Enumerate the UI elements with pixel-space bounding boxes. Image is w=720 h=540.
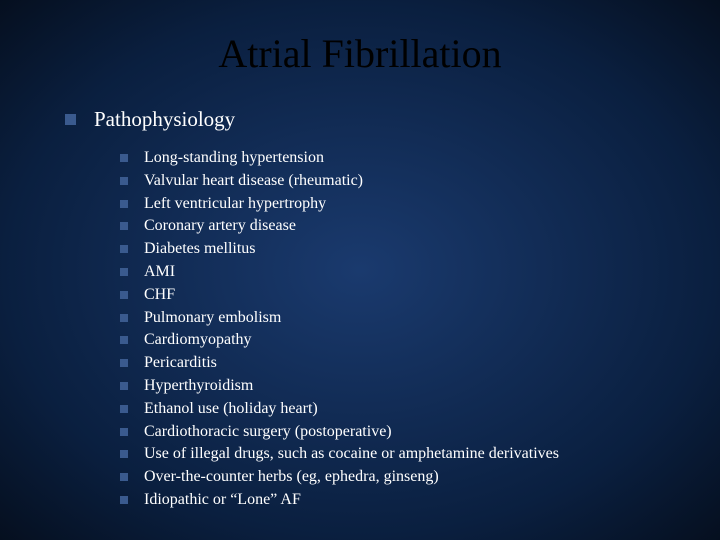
list-item: Cardiomyopathy [120,330,680,351]
list-item: Hyperthyroidism [120,376,680,397]
slide-container: Atrial Fibrillation Pathophysiology Long… [0,0,720,540]
list-item-text: Cardiothoracic surgery (postoperative) [144,422,392,443]
list-item-text: Pulmonary embolism [144,308,281,329]
list-item-text: CHF [144,285,175,306]
square-bullet-icon [120,222,128,230]
list-item-text: Over-the-counter herbs (eg, ephedra, gin… [144,467,439,488]
list-item: Long-standing hypertension [120,148,680,169]
square-bullet-icon [120,496,128,504]
list-item: Pulmonary embolism [120,308,680,329]
list-item-text: Ethanol use (holiday heart) [144,399,318,420]
section-heading-row: Pathophysiology [65,107,680,132]
square-bullet-icon [120,336,128,344]
item-list: Long-standing hypertensionValvular heart… [120,148,680,511]
list-item-text: AMI [144,262,175,283]
list-item: Diabetes mellitus [120,239,680,260]
list-item-text: Use of illegal drugs, such as cocaine or… [144,444,559,465]
square-bullet-icon [120,291,128,299]
square-bullet-icon [120,382,128,390]
list-item: Idiopathic or “Lone” AF [120,490,680,511]
square-bullet-icon [120,245,128,253]
list-item-text: Coronary artery disease [144,216,296,237]
list-item: Over-the-counter herbs (eg, ephedra, gin… [120,467,680,488]
square-bullet-icon [120,177,128,185]
list-item-text: Valvular heart disease (rheumatic) [144,171,363,192]
square-bullet-icon [120,154,128,162]
list-item-text: Hyperthyroidism [144,376,253,397]
square-bullet-icon [120,473,128,481]
list-item: Left ventricular hypertrophy [120,194,680,215]
list-item-text: Long-standing hypertension [144,148,324,169]
list-item: Cardiothoracic surgery (postoperative) [120,422,680,443]
square-bullet-icon [120,428,128,436]
square-bullet-icon [65,114,76,125]
section-heading-text: Pathophysiology [94,107,235,132]
list-item: Coronary artery disease [120,216,680,237]
list-item-text: Diabetes mellitus [144,239,256,260]
slide-title: Atrial Fibrillation [40,30,680,77]
list-item: CHF [120,285,680,306]
list-item: Valvular heart disease (rheumatic) [120,171,680,192]
list-item-text: Idiopathic or “Lone” AF [144,490,301,511]
list-item-text: Left ventricular hypertrophy [144,194,326,215]
square-bullet-icon [120,359,128,367]
list-item: Use of illegal drugs, such as cocaine or… [120,444,680,465]
list-item: Pericarditis [120,353,680,374]
square-bullet-icon [120,314,128,322]
list-item: AMI [120,262,680,283]
square-bullet-icon [120,405,128,413]
square-bullet-icon [120,200,128,208]
square-bullet-icon [120,450,128,458]
list-item: Ethanol use (holiday heart) [120,399,680,420]
list-item-text: Pericarditis [144,353,217,374]
list-item-text: Cardiomyopathy [144,330,252,351]
square-bullet-icon [120,268,128,276]
